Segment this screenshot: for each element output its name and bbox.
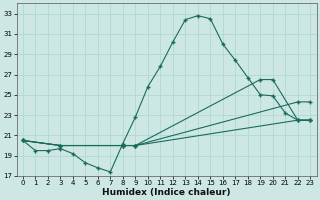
X-axis label: Humidex (Indice chaleur): Humidex (Indice chaleur) xyxy=(102,188,231,197)
